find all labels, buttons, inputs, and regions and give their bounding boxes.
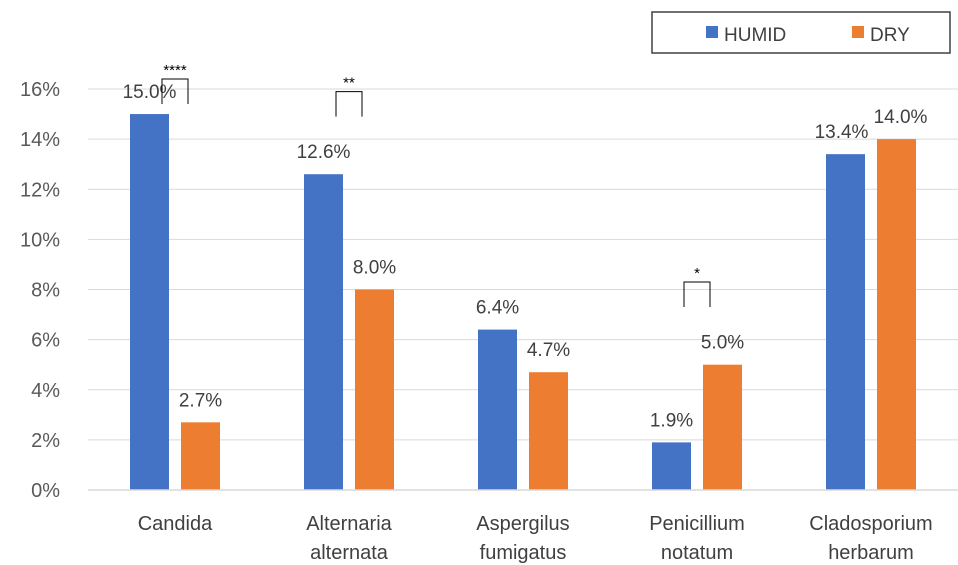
data-label: 5.0% bbox=[701, 333, 744, 354]
significance-bracket bbox=[683, 281, 711, 308]
bar-humid bbox=[826, 154, 865, 490]
legend: HUMID DRY bbox=[651, 11, 951, 54]
bars bbox=[130, 114, 916, 490]
bar-dry bbox=[529, 372, 568, 490]
legend-label-dry: DRY bbox=[870, 25, 910, 46]
data-label: 15.0% bbox=[123, 82, 177, 103]
significance-bracket bbox=[335, 91, 363, 117]
data-labels: 15.0% 2.7% 12.6% 8.0% 6.4% 4.7% 1.9% 5.0% 13.4%1… bbox=[123, 82, 928, 431]
bar-dry bbox=[355, 289, 394, 490]
data-label: 4.7% bbox=[527, 340, 570, 361]
bar-dry bbox=[703, 364, 742, 490]
bar-humid bbox=[304, 174, 343, 490]
x-category-label: notatum bbox=[661, 542, 733, 564]
x-axis: Candida Alternaria alternata Aspergilus fumi… bbox=[88, 489, 958, 564]
data-label: 8.0% bbox=[353, 258, 396, 279]
data-label: 6.4% bbox=[476, 298, 519, 319]
bar-humid bbox=[478, 329, 517, 490]
significance-label: **** bbox=[163, 62, 187, 79]
x-category-label: Penicillium bbox=[649, 513, 745, 535]
bar-humid bbox=[130, 114, 169, 490]
y-tick-label: 12% bbox=[20, 179, 60, 201]
bar-dry bbox=[181, 422, 220, 490]
bar-dry bbox=[877, 139, 916, 490]
gridlines bbox=[88, 88, 958, 441]
significance-label: * bbox=[694, 265, 700, 282]
y-tick-label: 16% bbox=[20, 79, 60, 101]
legend-swatch-humid bbox=[706, 26, 718, 38]
bar-humid bbox=[652, 442, 691, 490]
significance-label: ** bbox=[343, 75, 355, 92]
y-tick-label: 6% bbox=[31, 330, 60, 352]
significance-markers: ******* bbox=[161, 62, 711, 308]
y-tick-label: 4% bbox=[31, 380, 60, 402]
x-category-label: Candida bbox=[138, 513, 213, 535]
y-tick-label: 8% bbox=[31, 280, 60, 302]
x-category-label: Aspergilus bbox=[476, 513, 569, 535]
x-category-label: alternata bbox=[310, 542, 389, 564]
data-label: 2.7% bbox=[179, 390, 222, 411]
legend-swatch-dry bbox=[852, 26, 864, 38]
y-tick-label: 0% bbox=[31, 480, 60, 502]
y-tick-label: 2% bbox=[31, 430, 60, 452]
x-category-label: Alternaria bbox=[306, 513, 392, 535]
y-tick-label: 10% bbox=[20, 229, 60, 251]
x-category-label: Cladosporium bbox=[809, 513, 932, 535]
significance-bracket bbox=[161, 78, 189, 105]
data-label: 14.0% bbox=[874, 107, 928, 128]
legend-box bbox=[651, 11, 951, 54]
legend-label-humid: HUMID bbox=[724, 25, 786, 46]
data-label: 12.6% bbox=[297, 142, 351, 163]
data-label: 13.4% bbox=[815, 122, 869, 143]
y-tick-label: 14% bbox=[20, 129, 60, 151]
y-axis: 0% 2% 4% 6% 8% 10% 12% 14% 16% bbox=[20, 79, 60, 502]
data-label: 1.9% bbox=[650, 410, 693, 431]
x-category-label: herbarum bbox=[828, 542, 914, 564]
x-category-label: fumigatus bbox=[480, 542, 567, 564]
